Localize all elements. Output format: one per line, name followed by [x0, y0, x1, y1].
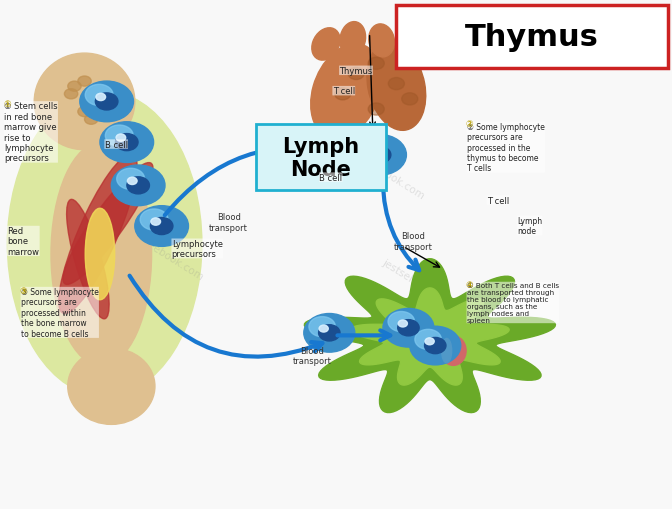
Ellipse shape	[67, 200, 109, 319]
Text: T cell: T cell	[487, 196, 509, 205]
Circle shape	[85, 85, 113, 106]
Ellipse shape	[58, 154, 137, 314]
Text: jestseller.deeebook.com: jestseller.deeebook.com	[313, 125, 426, 201]
Circle shape	[388, 78, 405, 91]
Ellipse shape	[63, 163, 153, 285]
Circle shape	[388, 312, 415, 332]
Text: ① Stem cells
in red bone
marrow give
rise to
lymphocyte
precursors: ① Stem cells in red bone marrow give ris…	[4, 102, 58, 163]
Circle shape	[358, 138, 386, 160]
Circle shape	[319, 325, 340, 341]
Ellipse shape	[442, 339, 452, 363]
Circle shape	[96, 94, 106, 101]
Circle shape	[304, 314, 355, 352]
Circle shape	[80, 82, 134, 123]
Circle shape	[383, 309, 434, 348]
Circle shape	[78, 77, 91, 87]
Polygon shape	[351, 288, 509, 385]
Text: ①: ①	[3, 100, 11, 108]
Text: B cell: B cell	[319, 173, 342, 182]
Circle shape	[100, 123, 154, 163]
Ellipse shape	[85, 209, 115, 300]
Text: Blood
transport: Blood transport	[293, 346, 332, 365]
Text: Thymus: Thymus	[339, 67, 372, 76]
Text: ④ Both T cells and B cells
are transported through
the blood to lymphatic
organs: ④ Both T cells and B cells are transport…	[467, 282, 559, 323]
Circle shape	[369, 148, 378, 155]
Text: Lymphocyte
precursors: Lymphocyte precursors	[172, 239, 222, 259]
Text: ② Some lymphocyte
precursors are
processed in the
thymus to become
T cells: ② Some lymphocyte precursors are process…	[467, 123, 544, 173]
Ellipse shape	[340, 22, 366, 57]
Circle shape	[368, 104, 384, 116]
Text: Red
bone
marrow: Red bone marrow	[7, 227, 40, 257]
Circle shape	[425, 338, 434, 345]
Text: jestseller.deeebook.com: jestseller.deeebook.com	[92, 207, 205, 282]
Text: Blood
transport: Blood transport	[394, 232, 433, 251]
Text: Blood
transport: Blood transport	[209, 213, 248, 232]
Circle shape	[151, 218, 173, 235]
Ellipse shape	[369, 25, 394, 58]
Circle shape	[65, 90, 78, 100]
Circle shape	[95, 94, 118, 111]
Text: ③: ③	[19, 286, 27, 295]
FancyBboxPatch shape	[396, 6, 668, 69]
Text: Thymus: Thymus	[465, 23, 599, 52]
Circle shape	[335, 89, 351, 101]
FancyBboxPatch shape	[255, 125, 386, 191]
Circle shape	[128, 178, 137, 185]
Ellipse shape	[367, 43, 426, 131]
Circle shape	[402, 94, 418, 106]
Circle shape	[353, 135, 407, 176]
Text: jestseller.deeebook.com: jestseller.deeebook.com	[380, 258, 493, 333]
Circle shape	[319, 325, 329, 332]
Ellipse shape	[68, 348, 155, 425]
Text: Lymph
node: Lymph node	[517, 216, 542, 236]
Text: T cell: T cell	[333, 87, 355, 96]
Circle shape	[78, 107, 91, 118]
Polygon shape	[304, 259, 556, 413]
Circle shape	[116, 134, 138, 151]
Circle shape	[309, 317, 335, 337]
Circle shape	[68, 82, 81, 92]
Ellipse shape	[34, 54, 135, 151]
Ellipse shape	[441, 336, 466, 365]
Ellipse shape	[7, 92, 202, 397]
Circle shape	[116, 135, 126, 142]
Circle shape	[112, 165, 165, 206]
Circle shape	[398, 320, 419, 336]
Circle shape	[368, 58, 384, 70]
Circle shape	[398, 320, 407, 327]
Circle shape	[415, 330, 442, 350]
Circle shape	[95, 84, 108, 95]
Circle shape	[106, 126, 133, 147]
Circle shape	[85, 115, 98, 125]
Circle shape	[348, 68, 364, 80]
Text: Lymph
Node: Lymph Node	[282, 136, 360, 180]
Circle shape	[140, 210, 168, 231]
Text: ②: ②	[466, 120, 473, 129]
Circle shape	[410, 327, 461, 365]
Text: ③ Some lymphocyte
precursors are
processed within
the bone marrow
to become B ce: ③ Some lymphocyte precursors are process…	[21, 288, 99, 338]
Circle shape	[368, 147, 391, 164]
Circle shape	[117, 169, 144, 190]
Text: B cell: B cell	[105, 140, 128, 149]
Text: ④: ④	[466, 281, 473, 290]
Circle shape	[127, 178, 149, 194]
Circle shape	[425, 338, 446, 354]
Circle shape	[135, 206, 188, 247]
Ellipse shape	[51, 143, 152, 366]
Ellipse shape	[310, 45, 382, 139]
Ellipse shape	[396, 32, 421, 62]
Circle shape	[151, 218, 161, 226]
Ellipse shape	[312, 29, 340, 61]
